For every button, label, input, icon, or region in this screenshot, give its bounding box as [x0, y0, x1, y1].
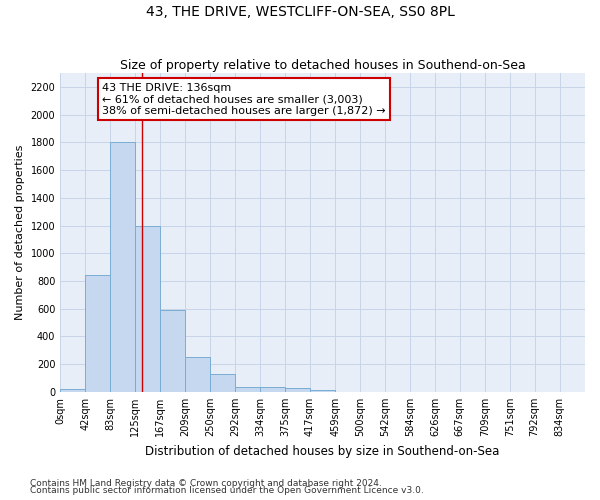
Bar — [160, 310, 185, 392]
Bar — [110, 142, 135, 392]
Bar — [235, 387, 260, 392]
Bar — [285, 388, 310, 392]
Title: Size of property relative to detached houses in Southend-on-Sea: Size of property relative to detached ho… — [120, 59, 526, 72]
Text: Contains HM Land Registry data © Crown copyright and database right 2024.: Contains HM Land Registry data © Crown c… — [30, 478, 382, 488]
Text: Contains public sector information licensed under the Open Government Licence v3: Contains public sector information licen… — [30, 486, 424, 495]
Bar — [310, 390, 335, 392]
Y-axis label: Number of detached properties: Number of detached properties — [15, 145, 25, 320]
X-axis label: Distribution of detached houses by size in Southend-on-Sea: Distribution of detached houses by size … — [145, 444, 500, 458]
Bar — [85, 275, 110, 392]
Text: 43 THE DRIVE: 136sqm
← 61% of detached houses are smaller (3,003)
38% of semi-de: 43 THE DRIVE: 136sqm ← 61% of detached h… — [102, 82, 386, 116]
Bar — [185, 356, 210, 392]
Bar — [135, 226, 160, 392]
Bar — [260, 387, 285, 392]
Text: 43, THE DRIVE, WESTCLIFF-ON-SEA, SS0 8PL: 43, THE DRIVE, WESTCLIFF-ON-SEA, SS0 8PL — [146, 5, 454, 19]
Bar — [60, 389, 85, 392]
Bar — [210, 374, 235, 392]
